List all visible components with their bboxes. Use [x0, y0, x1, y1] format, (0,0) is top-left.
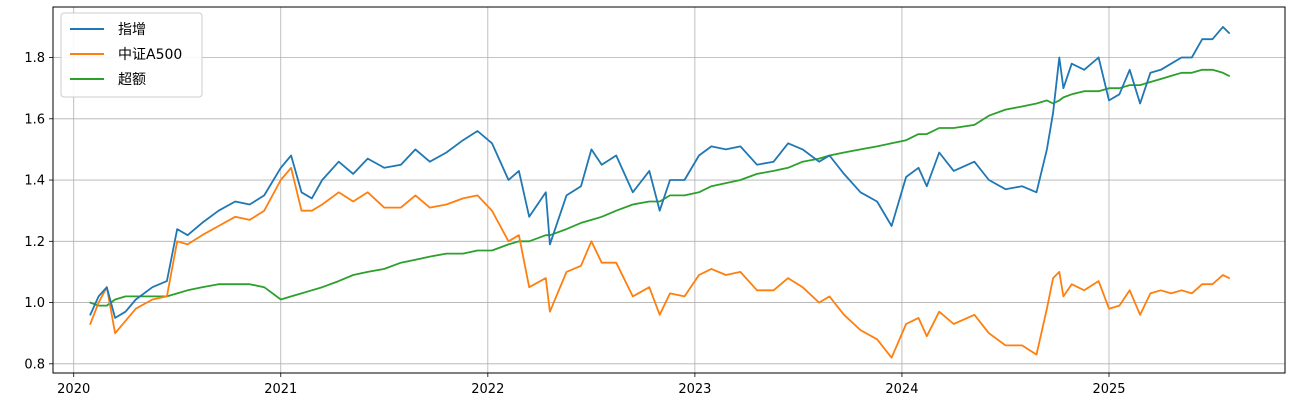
- x-tick-label: 2021: [264, 382, 297, 397]
- y-tick-label: 1.4: [24, 174, 45, 189]
- x-tick-label: 2025: [1092, 382, 1125, 397]
- y-tick-label: 1.6: [24, 112, 45, 127]
- series-line-1: [89, 25, 1230, 319]
- grid-layer: [53, 7, 1285, 373]
- y-tick-label: 1.8: [24, 51, 45, 66]
- legend-label-1: 指增: [118, 22, 146, 38]
- series-layer: [89, 25, 1230, 359]
- x-tick-label: 2023: [678, 382, 711, 397]
- tick-layer: 2020 2021 2022 2023 2024 2025 0.8 1.0 1.2 1.4 1.6 1…: [24, 51, 1125, 397]
- x-tick-label: 2020: [57, 382, 90, 397]
- x-tick-label: 2024: [885, 382, 918, 397]
- series-line-3: [89, 68, 1230, 307]
- plot-frame: [52, 6, 1286, 374]
- legend-label-2: 中证A500: [118, 47, 182, 63]
- series-line-2: [89, 166, 1230, 359]
- x-tick-label: 2022: [471, 382, 504, 397]
- y-tick-label: 1.2: [24, 235, 45, 250]
- y-tick-label: 1.0: [24, 296, 45, 311]
- legend-label-3: 超额: [118, 72, 146, 88]
- legend-box: [60, 12, 203, 98]
- y-tick-label: 0.8: [24, 357, 45, 372]
